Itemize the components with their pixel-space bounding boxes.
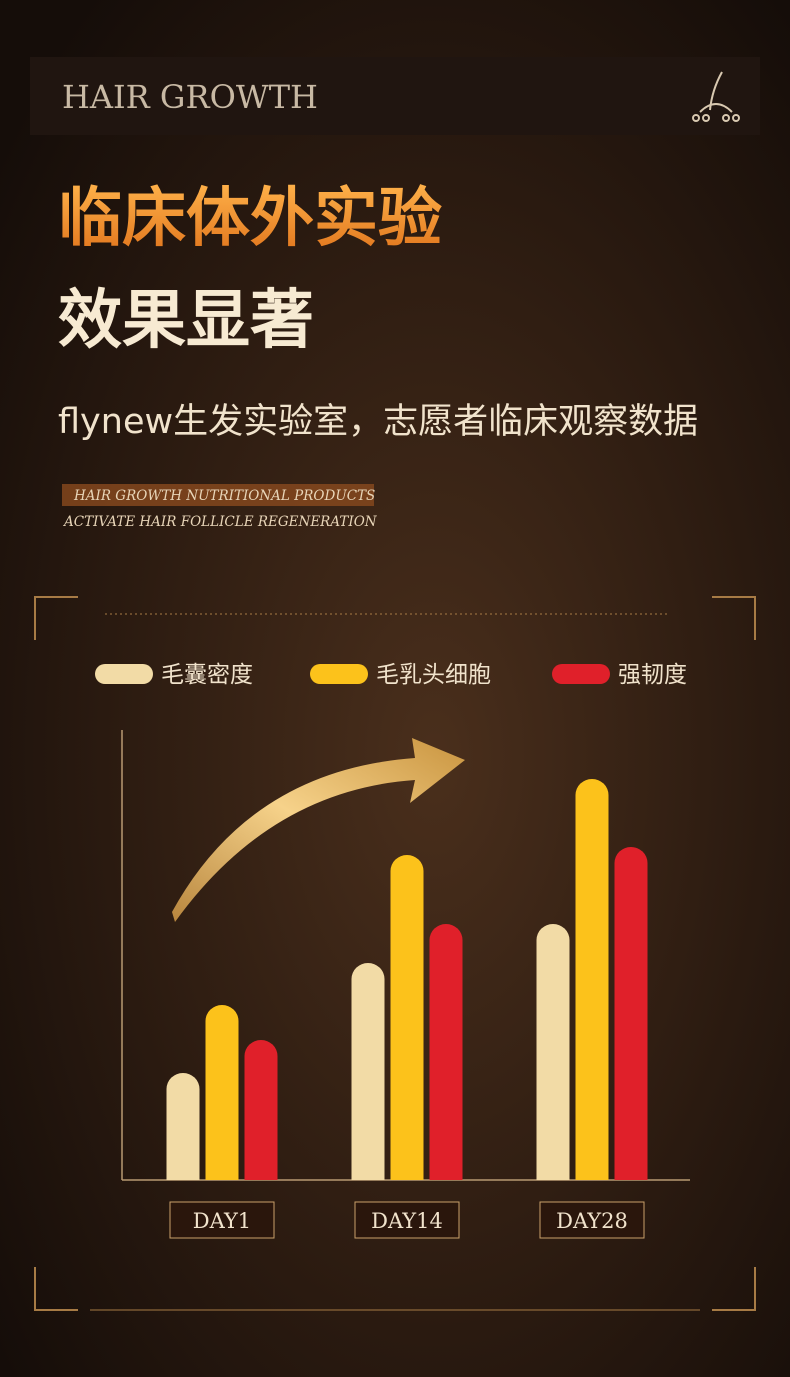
bar-chart: 毛囊密度 毛乳头细胞 强韧度 DAY1 DAY14 DAY28 bbox=[95, 662, 690, 1239]
legend-swatch bbox=[552, 664, 610, 684]
tagline-1: HAIR GROWTH NUTRITIONAL PRODUCTS bbox=[73, 488, 375, 504]
legend-swatch bbox=[310, 664, 368, 684]
bar bbox=[351, 963, 385, 1180]
bar bbox=[536, 924, 570, 1180]
legend-label: 强韧度 bbox=[618, 662, 687, 688]
bar bbox=[166, 1073, 200, 1180]
header-bar bbox=[30, 57, 760, 135]
tagline-highlight bbox=[62, 484, 374, 506]
header-title: HAIR GROWTH bbox=[62, 78, 318, 116]
bar bbox=[614, 847, 648, 1180]
headline-1: 临床体外实验 bbox=[58, 182, 442, 256]
legend-label: 毛囊密度 bbox=[161, 662, 253, 688]
chart-frame bbox=[34, 596, 756, 1311]
bar bbox=[205, 1005, 239, 1180]
bar bbox=[244, 1040, 278, 1180]
subtitle: flynew生发实验室，志愿者临床观察数据 bbox=[58, 402, 698, 442]
headline-2: 效果显著 bbox=[58, 284, 314, 358]
x-tick-label: DAY14 bbox=[371, 1209, 443, 1233]
legend-label: 毛乳头细胞 bbox=[376, 662, 491, 688]
bar bbox=[429, 924, 463, 1180]
x-tick-label: DAY1 bbox=[193, 1209, 251, 1233]
hair-icon bbox=[692, 71, 740, 122]
bar bbox=[575, 779, 609, 1180]
growth-arrow bbox=[172, 738, 465, 922]
legend-swatch bbox=[95, 664, 153, 684]
category-box bbox=[169, 1201, 275, 1239]
x-tick-label: DAY28 bbox=[556, 1209, 628, 1233]
tagline-2: ACTIVATE HAIR FOLLICLE REGENERATION bbox=[62, 514, 378, 530]
category-box bbox=[539, 1201, 645, 1239]
bar bbox=[390, 855, 424, 1180]
category-box bbox=[354, 1201, 460, 1239]
